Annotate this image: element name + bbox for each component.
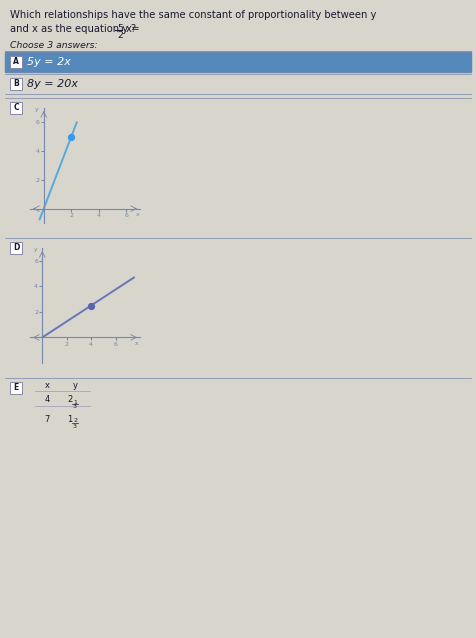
Bar — [10, 242, 22, 254]
Text: x: x — [134, 341, 138, 346]
Text: 8y = 20x: 8y = 20x — [27, 79, 78, 89]
Text: y: y — [34, 246, 38, 251]
Text: and x as the equation y =: and x as the equation y = — [10, 24, 143, 34]
Text: 1: 1 — [73, 399, 77, 404]
Text: 2: 2 — [117, 31, 123, 40]
Text: 7: 7 — [44, 415, 50, 424]
Text: Which relationships have the same constant of proportionality between y: Which relationships have the same consta… — [10, 10, 377, 20]
Text: C: C — [13, 103, 19, 112]
Text: 4: 4 — [44, 396, 50, 404]
Text: Choose 3 answers:: Choose 3 answers: — [10, 41, 98, 50]
Bar — [10, 102, 22, 114]
Bar — [5, 52, 471, 72]
Point — [87, 300, 95, 311]
Text: A: A — [13, 57, 19, 66]
Text: B: B — [13, 80, 19, 89]
Text: 5: 5 — [117, 24, 123, 33]
Bar — [10, 382, 22, 394]
Text: 1: 1 — [67, 415, 72, 424]
Text: y: y — [35, 107, 39, 112]
Text: x: x — [135, 212, 139, 217]
Text: y: y — [72, 382, 78, 390]
Text: x: x — [44, 382, 50, 390]
Text: x?: x? — [125, 24, 137, 34]
Bar — [10, 56, 22, 68]
Text: E: E — [13, 383, 19, 392]
Bar — [10, 78, 22, 90]
Text: 3: 3 — [73, 404, 77, 410]
Text: 2: 2 — [73, 419, 77, 424]
Point — [68, 131, 75, 142]
Text: 2: 2 — [67, 396, 72, 404]
Text: D: D — [13, 244, 19, 253]
Text: 3: 3 — [73, 424, 77, 429]
Text: 5y = 2x: 5y = 2x — [27, 57, 71, 67]
